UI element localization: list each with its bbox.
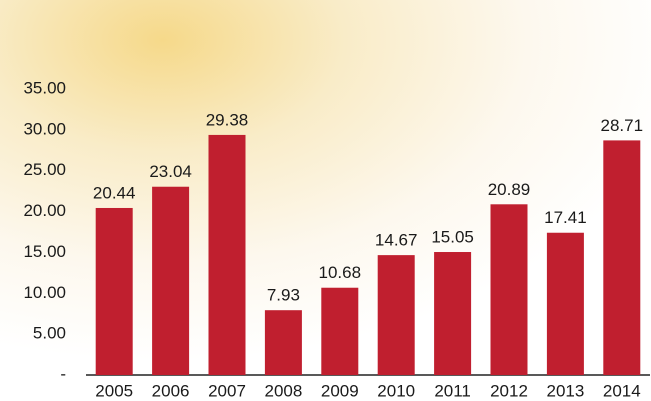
x-tick-label: 2005	[95, 381, 133, 400]
value-label: 29.38	[206, 110, 249, 129]
bar	[321, 287, 359, 375]
x-tick-label: 2009	[321, 381, 359, 400]
value-label: 23.04	[149, 162, 192, 181]
x-tick-label: 2011	[434, 381, 471, 400]
x-tick-label: 2014	[603, 381, 641, 400]
value-label: 20.89	[488, 180, 531, 199]
x-tick-label: 2007	[208, 381, 246, 400]
y-tick-label: 35.00	[23, 78, 66, 97]
bar	[546, 232, 584, 375]
value-label: 15.05	[431, 228, 474, 247]
x-tick-label: 2006	[152, 381, 190, 400]
bar	[603, 140, 641, 375]
bar	[208, 134, 246, 375]
y-tick-label: 10.00	[23, 283, 66, 302]
bar	[490, 204, 528, 375]
value-label: 20.44	[93, 183, 136, 202]
value-label: 7.93	[267, 286, 300, 305]
value-label: 17.41	[544, 208, 587, 227]
value-label: 14.67	[375, 231, 418, 250]
x-tick-label: 2012	[490, 381, 528, 400]
bar	[264, 310, 302, 375]
y-tick-label: 30.00	[23, 119, 66, 138]
y-tick-label: 5.00	[33, 324, 66, 343]
bar	[95, 207, 133, 375]
y-tick-label: -	[60, 364, 66, 383]
value-label: 28.71	[601, 116, 644, 135]
y-tick-label: 15.00	[23, 242, 66, 261]
bar	[377, 255, 415, 375]
y-tick-label: 25.00	[23, 160, 66, 179]
bar	[152, 186, 190, 375]
x-tick-label: 2013	[546, 381, 584, 400]
x-tick-label: 2008	[264, 381, 302, 400]
value-label: 10.68	[319, 263, 362, 282]
y-tick-label: 20.00	[23, 201, 66, 220]
bar	[434, 252, 472, 375]
x-tick-label: 2010	[377, 381, 415, 400]
